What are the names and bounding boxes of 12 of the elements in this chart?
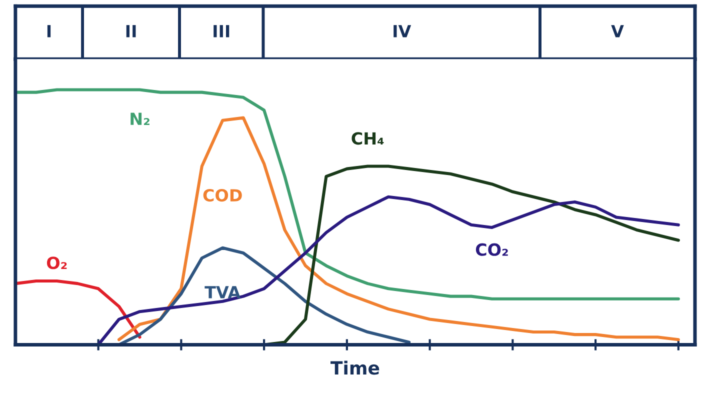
series-label: TVA	[204, 286, 241, 298]
text: III	[214, 25, 230, 38]
text: V	[611, 25, 624, 38]
text: I	[47, 25, 51, 38]
x-axis-title: Time	[330, 360, 380, 375]
text: IV	[394, 25, 412, 38]
text: II	[126, 25, 136, 38]
series-label: CO₂	[476, 243, 508, 256]
series-label: O₂	[46, 256, 67, 270]
series-label: N₂	[130, 112, 150, 125]
series-label: COD	[203, 188, 242, 202]
series-label: CH₄	[352, 132, 384, 145]
